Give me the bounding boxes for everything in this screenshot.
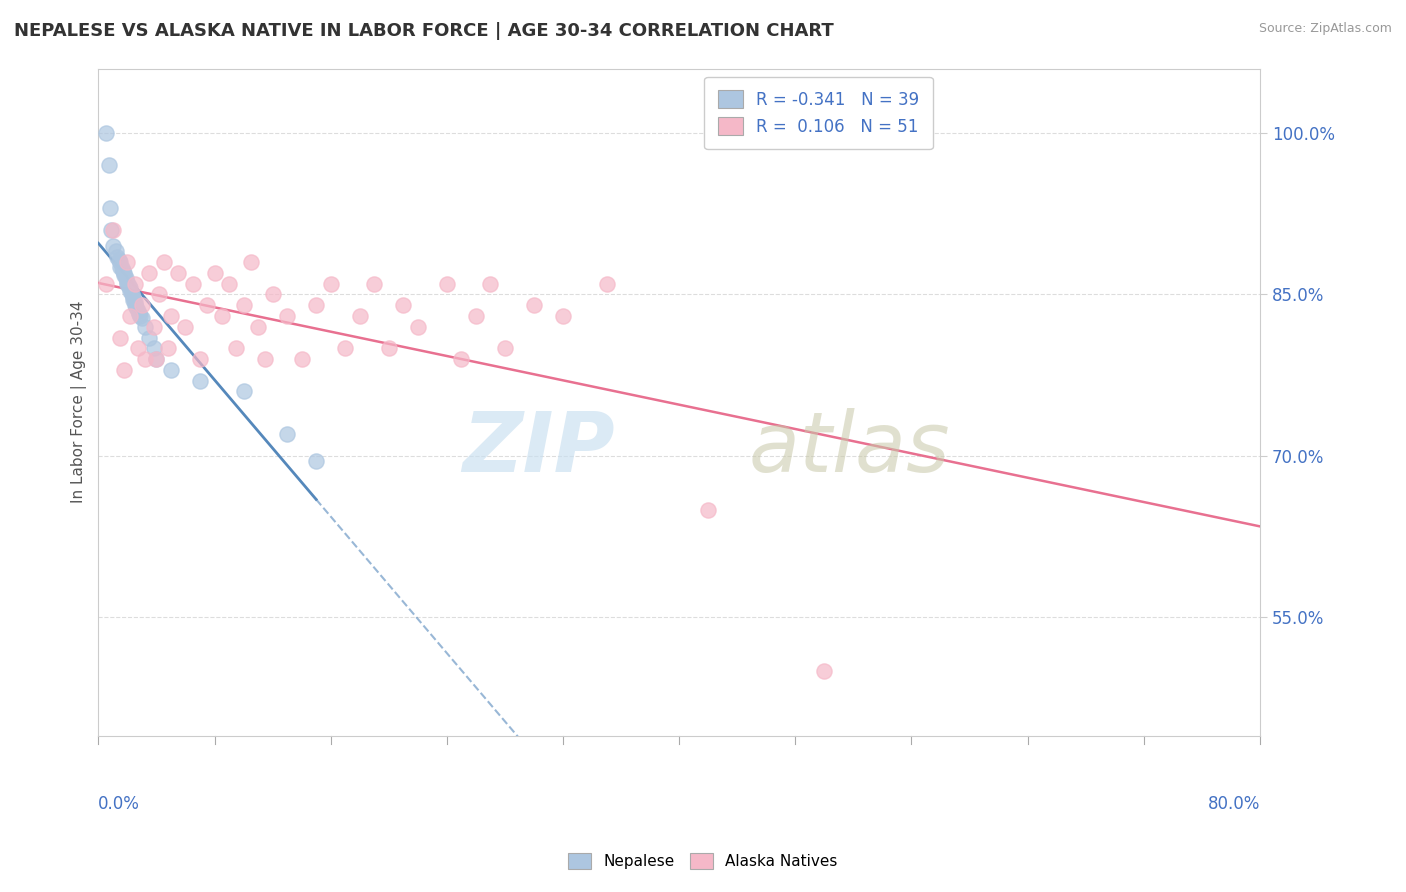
Point (406, 319, 429, 334)
Point (204, 266, 226, 280)
Point (232, 298, 254, 312)
Point (479, 277, 502, 291)
Point (134, 319, 156, 334)
Point (134, 352, 156, 367)
Point (110, 260, 132, 275)
Point (595, 277, 617, 291)
Point (104, 244, 127, 259)
Point (291, 352, 314, 367)
Point (129, 309, 152, 323)
Y-axis label: In Labor Force | Age 30-34: In Labor Force | Age 30-34 (72, 301, 87, 503)
Point (127, 341, 149, 355)
Point (262, 287, 284, 301)
Point (211, 309, 233, 323)
Point (247, 319, 270, 334)
Point (276, 309, 298, 323)
Point (120, 285, 142, 299)
Point (120, 309, 142, 323)
Point (118, 278, 141, 293)
Point (225, 341, 247, 355)
Point (494, 341, 516, 355)
Point (157, 341, 180, 355)
Point (464, 309, 486, 323)
Point (107, 253, 129, 268)
Point (145, 352, 167, 367)
Point (105, 250, 128, 264)
Point (114, 363, 136, 377)
Point (160, 363, 183, 377)
Point (167, 266, 190, 280)
Text: NEPALESE VS ALASKA NATIVE IN LABOR FORCE | AGE 30-34 CORRELATION CHART: NEPALESE VS ALASKA NATIVE IN LABOR FORCE… (14, 22, 834, 40)
Point (114, 268, 136, 282)
Point (254, 352, 277, 367)
Point (94, 277, 117, 291)
Text: atlas: atlas (749, 409, 950, 490)
Point (131, 311, 153, 326)
Legend: Nepalese, Alaska Natives: Nepalese, Alaska Natives (562, 847, 844, 875)
Point (152, 255, 174, 269)
Point (98, 202, 121, 216)
Text: 80.0%: 80.0% (1208, 795, 1260, 813)
Point (436, 277, 458, 291)
Point (145, 352, 167, 367)
Point (117, 255, 139, 269)
Point (239, 255, 262, 269)
Point (188, 374, 211, 388)
Point (319, 277, 342, 291)
Point (142, 319, 165, 334)
Point (112, 264, 135, 278)
Point (181, 277, 204, 291)
Point (108, 255, 131, 269)
Point (349, 309, 371, 323)
Point (108, 260, 131, 274)
Point (97, 158, 120, 172)
Point (121, 287, 143, 301)
Point (101, 223, 124, 237)
Point (377, 341, 399, 355)
Text: ZIP: ZIP (463, 409, 616, 490)
Point (160, 309, 183, 323)
Point (124, 277, 146, 291)
Legend: R = -0.341   N = 39, R =  0.106   N = 51: R = -0.341 N = 39, R = 0.106 N = 51 (704, 77, 932, 149)
Point (188, 352, 211, 367)
Point (148, 287, 170, 301)
Point (174, 319, 197, 334)
Point (305, 298, 328, 312)
Point (122, 293, 145, 307)
Point (117, 277, 139, 291)
Point (138, 330, 160, 344)
Point (305, 454, 328, 468)
Point (120, 281, 142, 295)
Point (101, 239, 124, 253)
Point (124, 298, 146, 312)
Point (128, 307, 150, 321)
Point (232, 384, 254, 399)
Point (551, 309, 574, 323)
Point (94, 126, 117, 140)
Point (218, 277, 240, 291)
Point (131, 298, 153, 312)
Point (127, 303, 149, 318)
Text: 0.0%: 0.0% (98, 795, 141, 813)
Point (117, 275, 139, 289)
Point (335, 341, 357, 355)
Point (125, 301, 148, 315)
Point (813, 664, 835, 678)
Point (523, 298, 546, 312)
Point (138, 266, 160, 280)
Point (122, 290, 145, 304)
Point (276, 427, 298, 442)
Point (363, 277, 385, 291)
Point (115, 271, 138, 285)
Point (108, 330, 131, 344)
Point (392, 298, 415, 312)
Point (100, 223, 122, 237)
Point (697, 502, 720, 516)
Point (124, 295, 146, 310)
Point (114, 266, 136, 280)
Point (142, 341, 165, 355)
Point (450, 352, 472, 367)
Point (195, 298, 218, 312)
Text: Source: ZipAtlas.com: Source: ZipAtlas.com (1258, 22, 1392, 36)
